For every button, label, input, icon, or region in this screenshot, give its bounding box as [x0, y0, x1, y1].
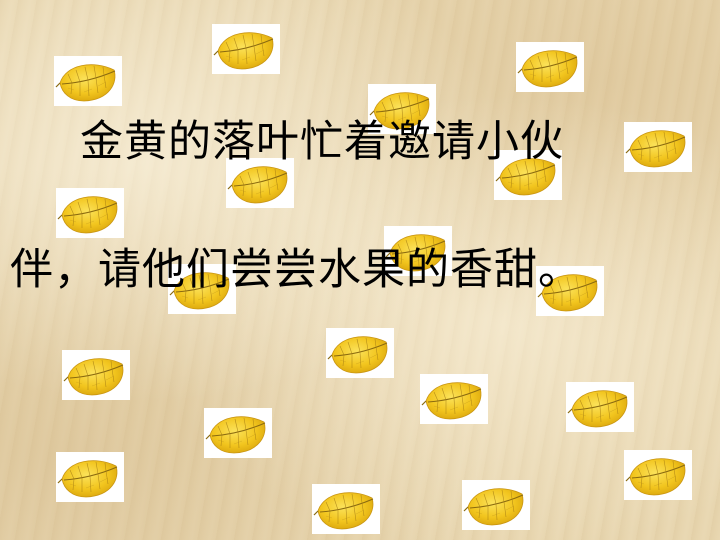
yellow-leaf-icon: [368, 84, 436, 134]
text-line-1: 金黄的落叶忙着邀请小伙: [80, 117, 564, 167]
yellow-leaf-icon: [204, 408, 272, 458]
yellow-leaf-icon: [624, 122, 692, 172]
yellow-leaf-icon: [168, 264, 236, 314]
yellow-leaf-icon: [384, 226, 452, 276]
yellow-leaf-icon: [62, 350, 130, 400]
yellow-leaf-icon: [312, 484, 380, 534]
yellow-leaf-icon: [54, 56, 122, 106]
yellow-leaf-icon: [516, 42, 584, 92]
yellow-leaf-icon: [212, 24, 280, 74]
text-line-2: 伴，请他们尝尝水果的香甜。: [10, 245, 582, 295]
yellow-leaf-icon: [566, 382, 634, 432]
yellow-leaf-icon: [624, 450, 692, 500]
yellow-leaf-icon: [536, 266, 604, 316]
yellow-leaf-icon: [462, 480, 530, 530]
yellow-leaf-icon: [494, 150, 562, 200]
yellow-leaf-icon: [420, 374, 488, 424]
yellow-leaf-icon: [56, 452, 124, 502]
yellow-leaf-icon: [326, 328, 394, 378]
yellow-leaf-icon: [226, 158, 294, 208]
yellow-leaf-icon: [56, 188, 124, 238]
